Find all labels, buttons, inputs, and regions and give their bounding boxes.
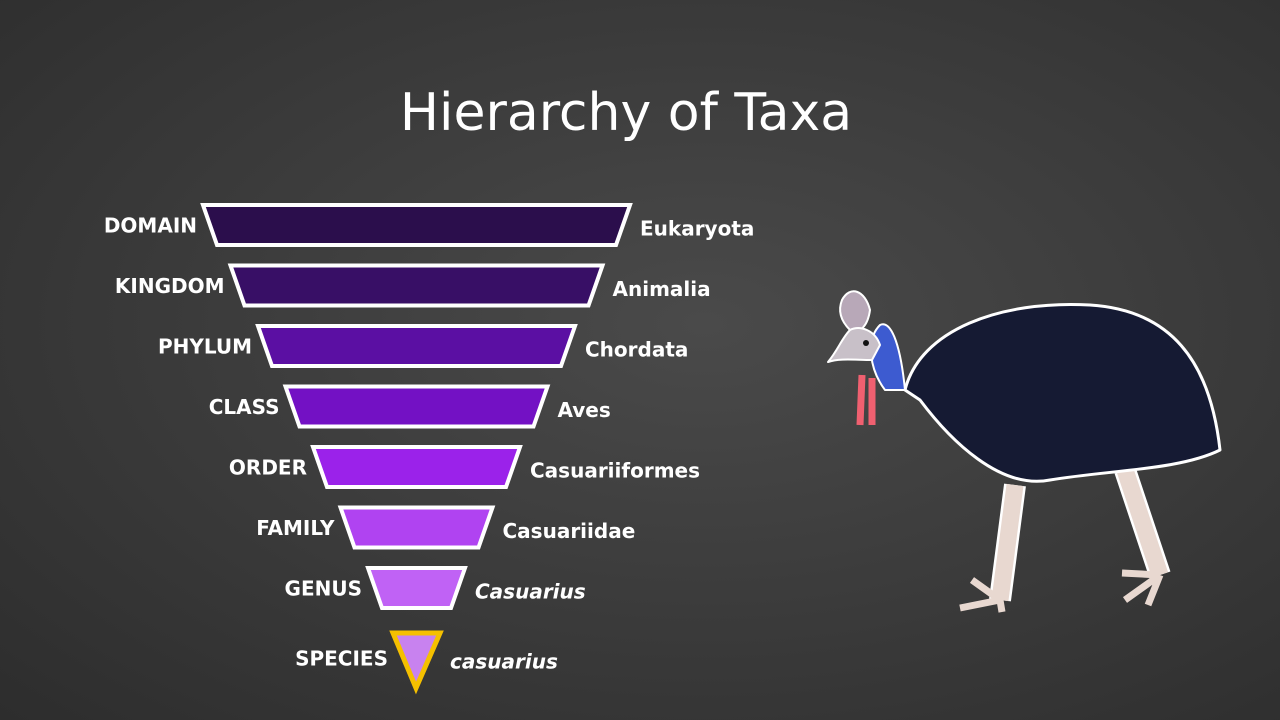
cassowary [827, 290, 1222, 613]
rank-label: SPECIES [295, 647, 388, 671]
species-triangle [389, 630, 444, 695]
taxon-label: Eukaryota [640, 217, 754, 241]
taxon-label: casuarius [450, 650, 558, 674]
rank-band [227, 263, 606, 308]
taxon-label: Casuariidae [503, 519, 636, 543]
slide-title: Hierarchy of Taxa [400, 83, 852, 143]
rank-label: ORDER [229, 456, 307, 480]
rank-label: DOMAIN [104, 214, 197, 238]
rank-label: CLASS [209, 395, 280, 419]
rank-band [200, 203, 633, 247]
rank-label: GENUS [285, 577, 362, 601]
rank-band [365, 566, 468, 610]
taxon-label: Aves [558, 398, 611, 422]
eye [863, 340, 869, 346]
taxon-label: Chordata [585, 338, 688, 362]
taxon-label: Casuariiformes [530, 459, 700, 483]
rank-label: FAMILY [256, 516, 335, 540]
rank-band [282, 384, 551, 429]
taxon-label: Casuarius [475, 580, 586, 604]
taxa-pyramid: DOMAIN Eukaryota KINGDOM Animalia PHYLUM Chor… [104, 203, 754, 695]
taxon-label: Animalia [613, 277, 711, 301]
rank-band [337, 505, 496, 550]
rank-band [255, 324, 578, 368]
rank-label: PHYLUM [158, 335, 252, 359]
rank-label: KINGDOM [115, 274, 225, 298]
rank-band [310, 445, 523, 489]
